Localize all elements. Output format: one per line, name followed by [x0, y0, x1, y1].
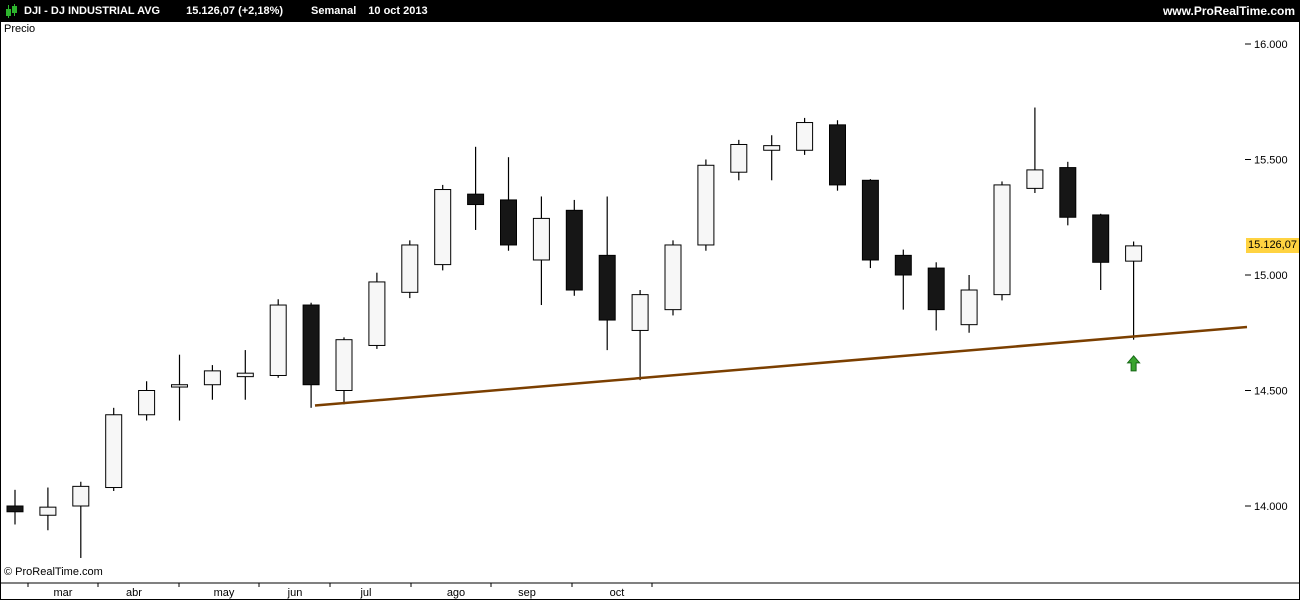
candle-down	[927, 267, 945, 311]
y-axis-label: 14.500	[1254, 386, 1288, 398]
candle-up	[368, 281, 386, 346]
candle-up	[960, 289, 978, 326]
candle-up	[532, 217, 550, 261]
candle-up	[203, 370, 221, 386]
candle-down	[467, 193, 485, 206]
candle-up	[138, 390, 156, 416]
candle-down	[598, 254, 616, 321]
x-axis-label: mar	[54, 587, 73, 599]
candle-up	[39, 506, 57, 516]
trendline	[314, 325, 1248, 407]
candle-down	[1059, 167, 1077, 218]
website-label: www.ProRealTime.com	[1162, 4, 1295, 18]
candle-up	[236, 372, 254, 378]
x-axis-label: oct	[610, 587, 625, 599]
candle-up	[1026, 169, 1044, 189]
x-axis-label: may	[214, 587, 235, 599]
y-axis-label: 15.000	[1254, 270, 1288, 282]
candle-down	[6, 505, 24, 513]
x-axis-label: abr	[126, 587, 142, 599]
candle-up	[335, 339, 353, 391]
candle-down	[302, 304, 320, 386]
y-axis-label: 15.500	[1254, 155, 1288, 167]
last-price-tag: 15.126,07	[1246, 238, 1299, 253]
candle-up	[105, 414, 123, 489]
candle-down	[565, 209, 583, 291]
candle-up	[763, 145, 781, 151]
candle-up	[697, 164, 715, 246]
candle-up	[664, 244, 682, 311]
instrument-title: DJI - DJ INDUSTRIAL AVG	[24, 5, 161, 17]
x-axis-label: ago	[447, 587, 465, 599]
candle-down	[894, 254, 912, 276]
copyright-label: © ProRealTime.com	[4, 566, 103, 578]
candle-up	[171, 384, 188, 388]
candle-up	[72, 485, 90, 507]
candle-up	[269, 304, 287, 376]
candlestick-logo-icon	[5, 3, 18, 19]
candle-up	[434, 189, 452, 266]
title-bar: DJI - DJ INDUSTRIAL AVG 15.126,07 (+2,18…	[0, 0, 1300, 22]
x-axis-label: jun	[287, 587, 303, 599]
candle-up	[631, 294, 649, 331]
date-label: 10 oct 2013	[368, 5, 428, 17]
y-axis-label: 16.000	[1254, 39, 1288, 51]
candle-up	[796, 122, 814, 151]
candle-down	[500, 199, 517, 246]
y-axis-label: 14.000	[1254, 501, 1288, 513]
x-axis-label: jul	[359, 587, 371, 599]
candle-up	[401, 244, 419, 293]
y-axis-title: Precio	[4, 23, 36, 35]
x-axis-label: sep	[518, 587, 536, 599]
candle-down	[861, 179, 879, 261]
price-and-change: 15.126,07 (+2,18%)	[186, 5, 284, 17]
timeframe-label: Semanal	[311, 5, 357, 17]
candle-down	[829, 124, 846, 186]
candle-up	[1125, 245, 1143, 262]
up-arrow-icon	[1126, 355, 1141, 372]
candle-up	[993, 184, 1011, 296]
candle-down	[1092, 214, 1110, 263]
candle-up	[730, 143, 748, 173]
